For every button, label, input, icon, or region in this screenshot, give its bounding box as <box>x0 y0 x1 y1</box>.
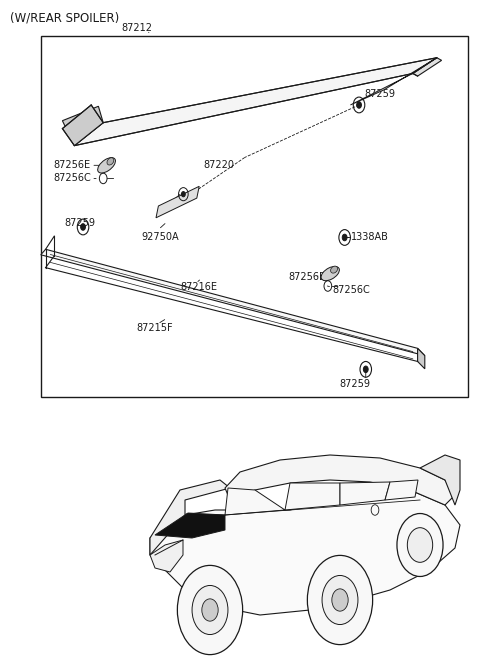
Circle shape <box>181 192 185 197</box>
Polygon shape <box>385 480 418 500</box>
Text: 87259: 87259 <box>340 379 371 389</box>
Circle shape <box>332 589 348 611</box>
Polygon shape <box>340 482 390 505</box>
Text: 87256C: 87256C <box>54 173 92 184</box>
Polygon shape <box>74 58 437 146</box>
Ellipse shape <box>107 157 114 165</box>
Bar <box>41 36 468 397</box>
Text: 87256E: 87256E <box>288 272 325 283</box>
Circle shape <box>81 224 85 230</box>
Polygon shape <box>150 540 183 572</box>
Circle shape <box>307 556 372 645</box>
Circle shape <box>408 527 432 562</box>
Text: 87220: 87220 <box>203 160 234 171</box>
Polygon shape <box>156 186 199 218</box>
Circle shape <box>397 514 443 577</box>
Text: 87259: 87259 <box>365 89 396 100</box>
Polygon shape <box>155 513 225 538</box>
Circle shape <box>342 234 347 241</box>
Polygon shape <box>225 455 455 505</box>
Circle shape <box>357 102 361 108</box>
Polygon shape <box>62 105 103 146</box>
Polygon shape <box>413 58 442 76</box>
Text: 87256C: 87256C <box>332 285 370 295</box>
Text: 87256E: 87256E <box>54 160 91 171</box>
Ellipse shape <box>321 266 339 281</box>
Text: 1338AB: 1338AB <box>351 232 389 243</box>
Text: 87259: 87259 <box>65 218 96 228</box>
Polygon shape <box>350 58 437 105</box>
Polygon shape <box>285 483 340 510</box>
Circle shape <box>192 585 228 634</box>
Text: 87212: 87212 <box>121 22 152 33</box>
Circle shape <box>202 599 218 621</box>
Circle shape <box>322 575 358 625</box>
Polygon shape <box>62 106 103 146</box>
Polygon shape <box>225 488 285 515</box>
Text: 92750A: 92750A <box>142 232 179 243</box>
Polygon shape <box>150 480 230 555</box>
Ellipse shape <box>97 157 116 173</box>
Polygon shape <box>41 249 425 356</box>
Polygon shape <box>420 455 460 505</box>
Text: 87216E: 87216E <box>180 281 217 292</box>
Circle shape <box>363 366 368 373</box>
Circle shape <box>178 565 242 655</box>
Text: (W/REAR SPOILER): (W/REAR SPOILER) <box>10 12 119 25</box>
Polygon shape <box>418 348 425 369</box>
Polygon shape <box>150 490 460 615</box>
Text: 87215F: 87215F <box>137 323 173 333</box>
Ellipse shape <box>331 266 337 273</box>
